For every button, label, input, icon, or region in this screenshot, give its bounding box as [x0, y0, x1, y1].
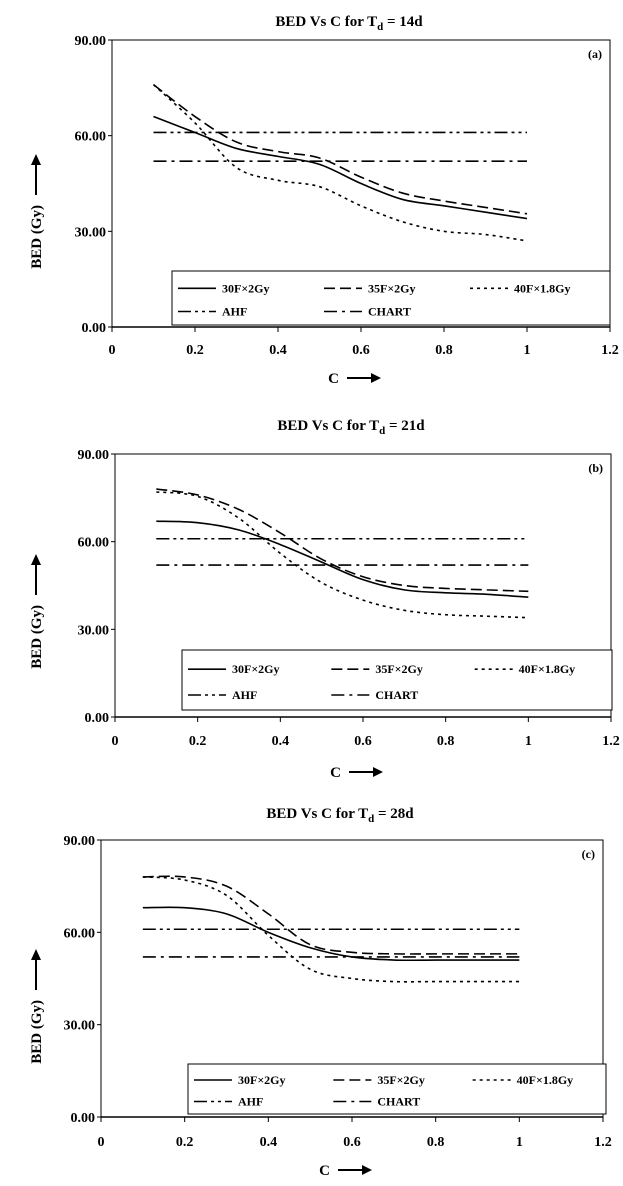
- y-tick-label: 60.00: [64, 926, 96, 941]
- x-tick-label: 0.2: [186, 343, 204, 358]
- series-line-35f-2gy: [156, 488, 529, 593]
- x-tick-label: 0: [109, 343, 116, 358]
- y-tick-label: 60.00: [75, 130, 107, 145]
- legend-label: CHART: [375, 688, 418, 702]
- y-tick-label: 0.00: [71, 1111, 96, 1126]
- x-tick-label: 0.8: [427, 1135, 445, 1150]
- chart-title: BED Vs C for Td = 28d: [266, 806, 414, 825]
- x-tick-label: 0.4: [272, 734, 290, 749]
- x-tick-label: 0.8: [437, 734, 455, 749]
- chart-title: BED Vs C for Td = 14d: [275, 14, 423, 33]
- chart-title-suffix: = 21d: [385, 418, 425, 434]
- legend-label: 40F×1.8Gy: [517, 1073, 574, 1087]
- series-line-40f-1-8gy: [156, 491, 529, 619]
- x-tick-label: 0.6: [352, 343, 370, 358]
- x-axis-label: C: [319, 1163, 330, 1179]
- x-tick-label: 1: [524, 343, 531, 358]
- y-axis-arrow-icon: [31, 949, 41, 960]
- chart-title: BED Vs C for Td = 21d: [277, 418, 425, 437]
- y-tick-label: 90.00: [75, 34, 107, 49]
- legend-label: CHART: [377, 1095, 420, 1109]
- x-tick-label: 1.2: [594, 1135, 612, 1150]
- y-tick-label: 30.00: [64, 1019, 96, 1034]
- legend-label: 35F×2Gy: [368, 281, 416, 295]
- legend-label: 30F×2Gy: [222, 281, 270, 295]
- legend-label: AHF: [222, 305, 247, 319]
- chart-title-text: BED Vs C for T: [266, 806, 368, 822]
- panel-label: (a): [588, 47, 602, 61]
- chart-panel-a: BED Vs C for Td = 14d (a) 0.00 30.00 60.00 90…: [29, 14, 619, 387]
- x-tick-label: 1.2: [601, 343, 619, 358]
- x-tick-label: 0.6: [343, 1135, 361, 1150]
- series-line-30f-2gy: [142, 906, 520, 962]
- legend-label: 30F×2Gy: [232, 662, 280, 676]
- x-axis-arrow-icon: [371, 373, 381, 383]
- x-axis-label: C: [328, 371, 339, 387]
- x-axis-arrow-icon: [373, 767, 383, 777]
- x-tick-label: 0.4: [260, 1135, 278, 1150]
- x-tick-label: 1: [525, 734, 532, 749]
- chart-title-suffix: = 28d: [374, 806, 414, 822]
- x-tick-label: 0: [112, 734, 119, 749]
- panel-label: (b): [588, 461, 603, 475]
- y-tick-label: 60.00: [78, 536, 110, 551]
- y-tick-label: 0.00: [82, 321, 107, 336]
- legend-label: AHF: [232, 688, 257, 702]
- y-tick-label: 30.00: [75, 225, 107, 240]
- series-line-35f-2gy: [153, 84, 528, 215]
- x-tick-label: 1.2: [602, 734, 620, 749]
- y-axis-arrow-icon: [31, 554, 41, 565]
- legend-box: [171, 270, 611, 326]
- legend: 30F×2Gy 35F×2Gy 40F×1.8Gy AHF CHART: [181, 649, 613, 711]
- x-tick-label: 0.2: [176, 1135, 194, 1150]
- chart-title-text: BED Vs C for T: [277, 418, 379, 434]
- legend: 30F×2Gy 35F×2Gy 40F×1.8Gy AHF CHART: [171, 270, 611, 326]
- legend-box: [181, 649, 613, 711]
- chart-title-subscript: d: [377, 21, 383, 33]
- y-tick-label: 30.00: [78, 623, 110, 638]
- y-axis-arrow-icon: [31, 154, 41, 165]
- chart-title-suffix: = 14d: [383, 14, 423, 30]
- chart-panel-b: BED Vs C for Td = 21d (b) 0.00 30.00 60.00 90…: [29, 418, 620, 781]
- y-tick-label: 90.00: [78, 448, 110, 463]
- x-tick-label: 0.4: [269, 343, 287, 358]
- series-line-30f-2gy: [153, 115, 528, 220]
- series-line-40f-1-8gy: [152, 84, 528, 242]
- y-tick-label: 0.00: [85, 711, 110, 726]
- x-tick-label: 0.8: [435, 343, 453, 358]
- y-axis-label: BED (Gy): [29, 205, 45, 269]
- series-line-40f-1-8gy: [142, 876, 520, 983]
- y-axis-label: BED (Gy): [29, 605, 45, 669]
- y-axis-label: BED (Gy): [29, 1000, 45, 1064]
- legend-label: 40F×1.8Gy: [514, 281, 571, 295]
- panel-label: (c): [582, 847, 595, 861]
- legend-label: 35F×2Gy: [377, 1073, 425, 1087]
- x-tick-label: 0: [98, 1135, 105, 1150]
- x-tick-label: 1: [516, 1135, 523, 1150]
- legend-label: AHF: [238, 1095, 263, 1109]
- chart-title-text: BED Vs C for T: [275, 14, 377, 30]
- series-line-35f-2gy: [142, 875, 520, 955]
- chart-title-subscript: d: [368, 813, 374, 825]
- x-tick-label: 0.6: [354, 734, 372, 749]
- series-line-30f-2gy: [156, 520, 529, 598]
- x-tick-label: 0.2: [189, 734, 207, 749]
- legend-label: 40F×1.8Gy: [519, 662, 576, 676]
- chart-title-subscript: d: [379, 425, 385, 437]
- legend-label: 35F×2Gy: [375, 662, 423, 676]
- chart-panel-c: BED Vs C for Td = 28d (c) 0.00 30.00 60.00 90…: [29, 806, 612, 1179]
- legend-label: CHART: [368, 305, 411, 319]
- x-axis-arrow-icon: [362, 1165, 372, 1175]
- x-axis-label: C: [330, 765, 341, 781]
- legend-box: [187, 1063, 607, 1115]
- legend-label: 30F×2Gy: [238, 1073, 286, 1087]
- y-tick-label: 90.00: [64, 834, 96, 849]
- legend: 30F×2Gy 35F×2Gy 40F×1.8Gy AHF CHART: [187, 1063, 607, 1115]
